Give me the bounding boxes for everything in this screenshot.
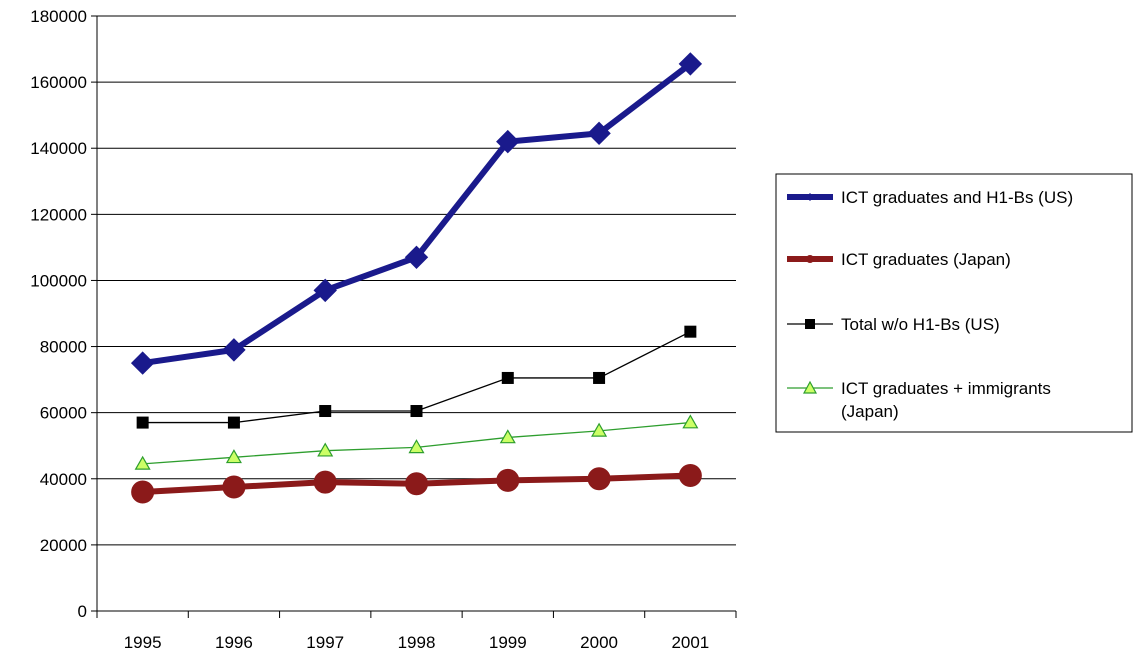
data-point: [404, 245, 429, 270]
y-tick-label: 120000: [30, 205, 87, 224]
y-axis-tick-labels: 0 20000 40000 60000 80000 100000 120000 140000 1…: [30, 7, 87, 621]
legend-entry: Total w/o H1-Bs (US): [787, 315, 1000, 334]
legend-label: Total w/o H1-Bs (US): [841, 315, 1000, 334]
legend-marker: [805, 319, 815, 329]
data-point: [319, 405, 332, 418]
x-axis-tick-labels: 1995 1996 1997 1998 1999 2000 2001: [124, 633, 710, 652]
data-point: [136, 416, 149, 429]
data-point: [678, 52, 703, 76]
series-lines: [130, 52, 703, 504]
legend: ICT graduates and H1-Bs (US) ICT graduate…: [775, 173, 1133, 433]
data-point: [317, 442, 334, 457]
x-tick-label: 1998: [398, 633, 436, 652]
data-point: [499, 429, 516, 444]
data-point: [313, 470, 337, 494]
y-tick-label: 80000: [40, 338, 87, 357]
legend-label: (Japan): [841, 402, 899, 421]
y-tick-label: 100000: [30, 271, 87, 290]
data-point: [227, 416, 240, 429]
y-tick-label: 60000: [40, 404, 87, 423]
series-2: [136, 325, 697, 429]
legend-entry: ICT graduates (Japan): [787, 250, 1011, 269]
legend-entry: ICT graduates + immigrants (Japan): [787, 379, 1051, 421]
y-tick-label: 140000: [30, 139, 87, 158]
legend-label: ICT graduates and H1-Bs (US): [841, 188, 1073, 207]
legend-marker: [806, 255, 814, 263]
data-point: [682, 414, 699, 429]
data-point: [591, 422, 608, 437]
legend-marker: [802, 380, 818, 394]
data-point: [678, 463, 702, 487]
data-point: [222, 338, 246, 362]
series-0: [130, 52, 703, 375]
data-point: [593, 371, 606, 384]
y-tick-label: 180000: [30, 7, 87, 26]
data-point: [408, 439, 425, 454]
data-point: [410, 405, 423, 418]
data-point: [130, 351, 155, 375]
axes: [91, 15, 737, 618]
x-tick-label: 1996: [215, 633, 253, 652]
data-point: [222, 475, 246, 499]
series-3: [134, 414, 699, 470]
data-point: [405, 472, 428, 496]
y-tick-label: 0: [78, 602, 87, 621]
data-point: [587, 467, 611, 491]
gridlines: [97, 15, 736, 546]
data-point: [501, 371, 514, 384]
series-1: [131, 463, 702, 504]
legend-label: ICT graduates (Japan): [841, 250, 1011, 269]
x-tick-label: 1997: [306, 633, 344, 652]
data-point: [131, 480, 155, 504]
legend-entry: ICT graduates and H1-Bs (US): [787, 188, 1073, 207]
y-tick-label: 160000: [30, 73, 87, 92]
data-point: [134, 455, 151, 470]
data-point: [684, 325, 697, 338]
data-point: [496, 129, 520, 154]
x-tick-label: 2000: [580, 633, 618, 652]
data-point: [225, 449, 242, 464]
data-point: [496, 468, 520, 492]
x-tick-label: 1995: [124, 633, 162, 652]
legend-label: ICT graduates + immigrants: [841, 379, 1051, 398]
x-tick-label: 2001: [671, 633, 709, 652]
y-tick-label: 20000: [40, 536, 87, 555]
legend-box: [775, 173, 1133, 433]
legend-marker: [806, 193, 814, 201]
x-tick-label: 1999: [489, 633, 527, 652]
data-point: [313, 278, 337, 303]
y-tick-label: 40000: [40, 470, 87, 489]
data-point: [587, 121, 611, 146]
series-line: [142, 61, 693, 367]
